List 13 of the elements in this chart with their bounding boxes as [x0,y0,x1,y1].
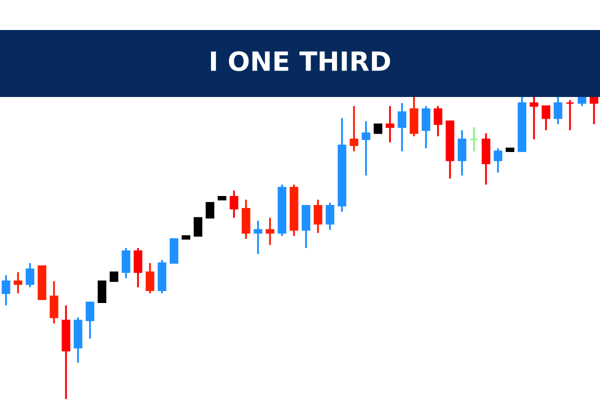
chart-title: I ONE THIRD [210,51,390,72]
candlestick [170,238,178,264]
candlestick [98,280,106,304]
candlestick [206,202,214,218]
candlestick [218,196,226,200]
candlestick [506,148,514,152]
candlestick [374,123,382,134]
candlestick [194,217,202,237]
candlestick [38,265,46,300]
candlestick [566,99,574,132]
candlestick [110,271,118,282]
candlestick [182,235,190,240]
candlestick [470,126,478,152]
